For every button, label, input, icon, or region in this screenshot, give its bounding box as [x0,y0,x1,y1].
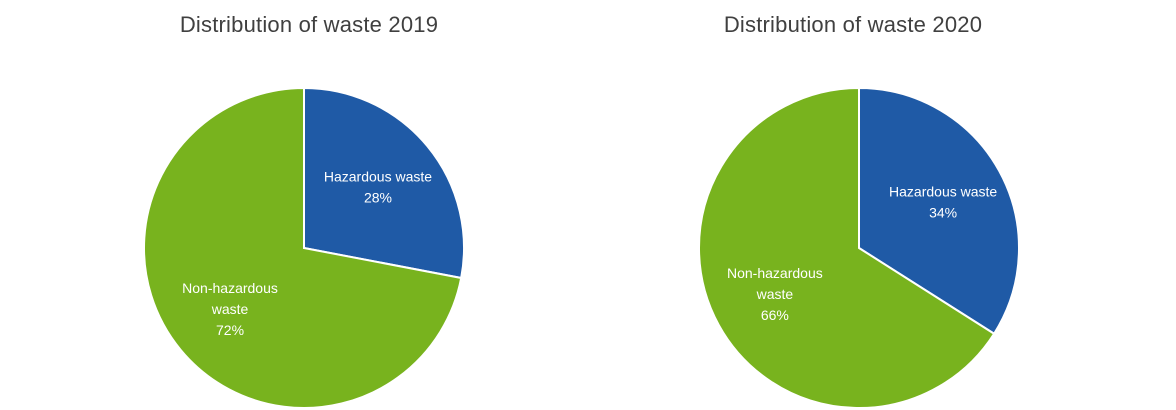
hazardous-slice [303,86,465,280]
hazardous-label: Hazardous waste 28% [324,168,432,205]
chart-title: Distribution of waste 2019 [179,12,439,37]
slice-category-label: waste [756,286,794,302]
slice-value-label: 28% [364,189,392,205]
slice-value-label: 34% [929,204,957,220]
slice-category-label: waste [211,301,249,317]
pie-chart: Hazardous waste 28% Non-hazardous waste 72% [143,86,465,409]
non-hazardous-slice [143,86,463,409]
non-hazardous-label: Non-hazardous waste 66% [727,265,823,323]
slice-category-label: Non-hazardous [727,265,823,281]
slice-category-label: Hazardous waste [324,168,432,184]
slice-value-label: 66% [761,307,789,323]
hazardous-label: Hazardous waste 34% [889,183,997,220]
slice-category-label: Hazardous waste [889,183,997,199]
slice-value-label: 72% [216,322,244,338]
chart-2019: Distribution of waste 2019 Hazardous was… [143,12,465,409]
chart-2020: Distribution of waste 2020 Hazardous was… [588,0,1176,410]
pie-chart: Hazardous waste 34% Non-hazardous waste 66% [698,86,1020,409]
non-hazardous-label: Non-hazardous waste 72% [182,280,278,338]
chart-title: Distribution of waste 2020 [723,12,983,37]
slice-category-label: Non-hazardous [182,280,278,296]
non-hazardous-slice [698,86,996,409]
